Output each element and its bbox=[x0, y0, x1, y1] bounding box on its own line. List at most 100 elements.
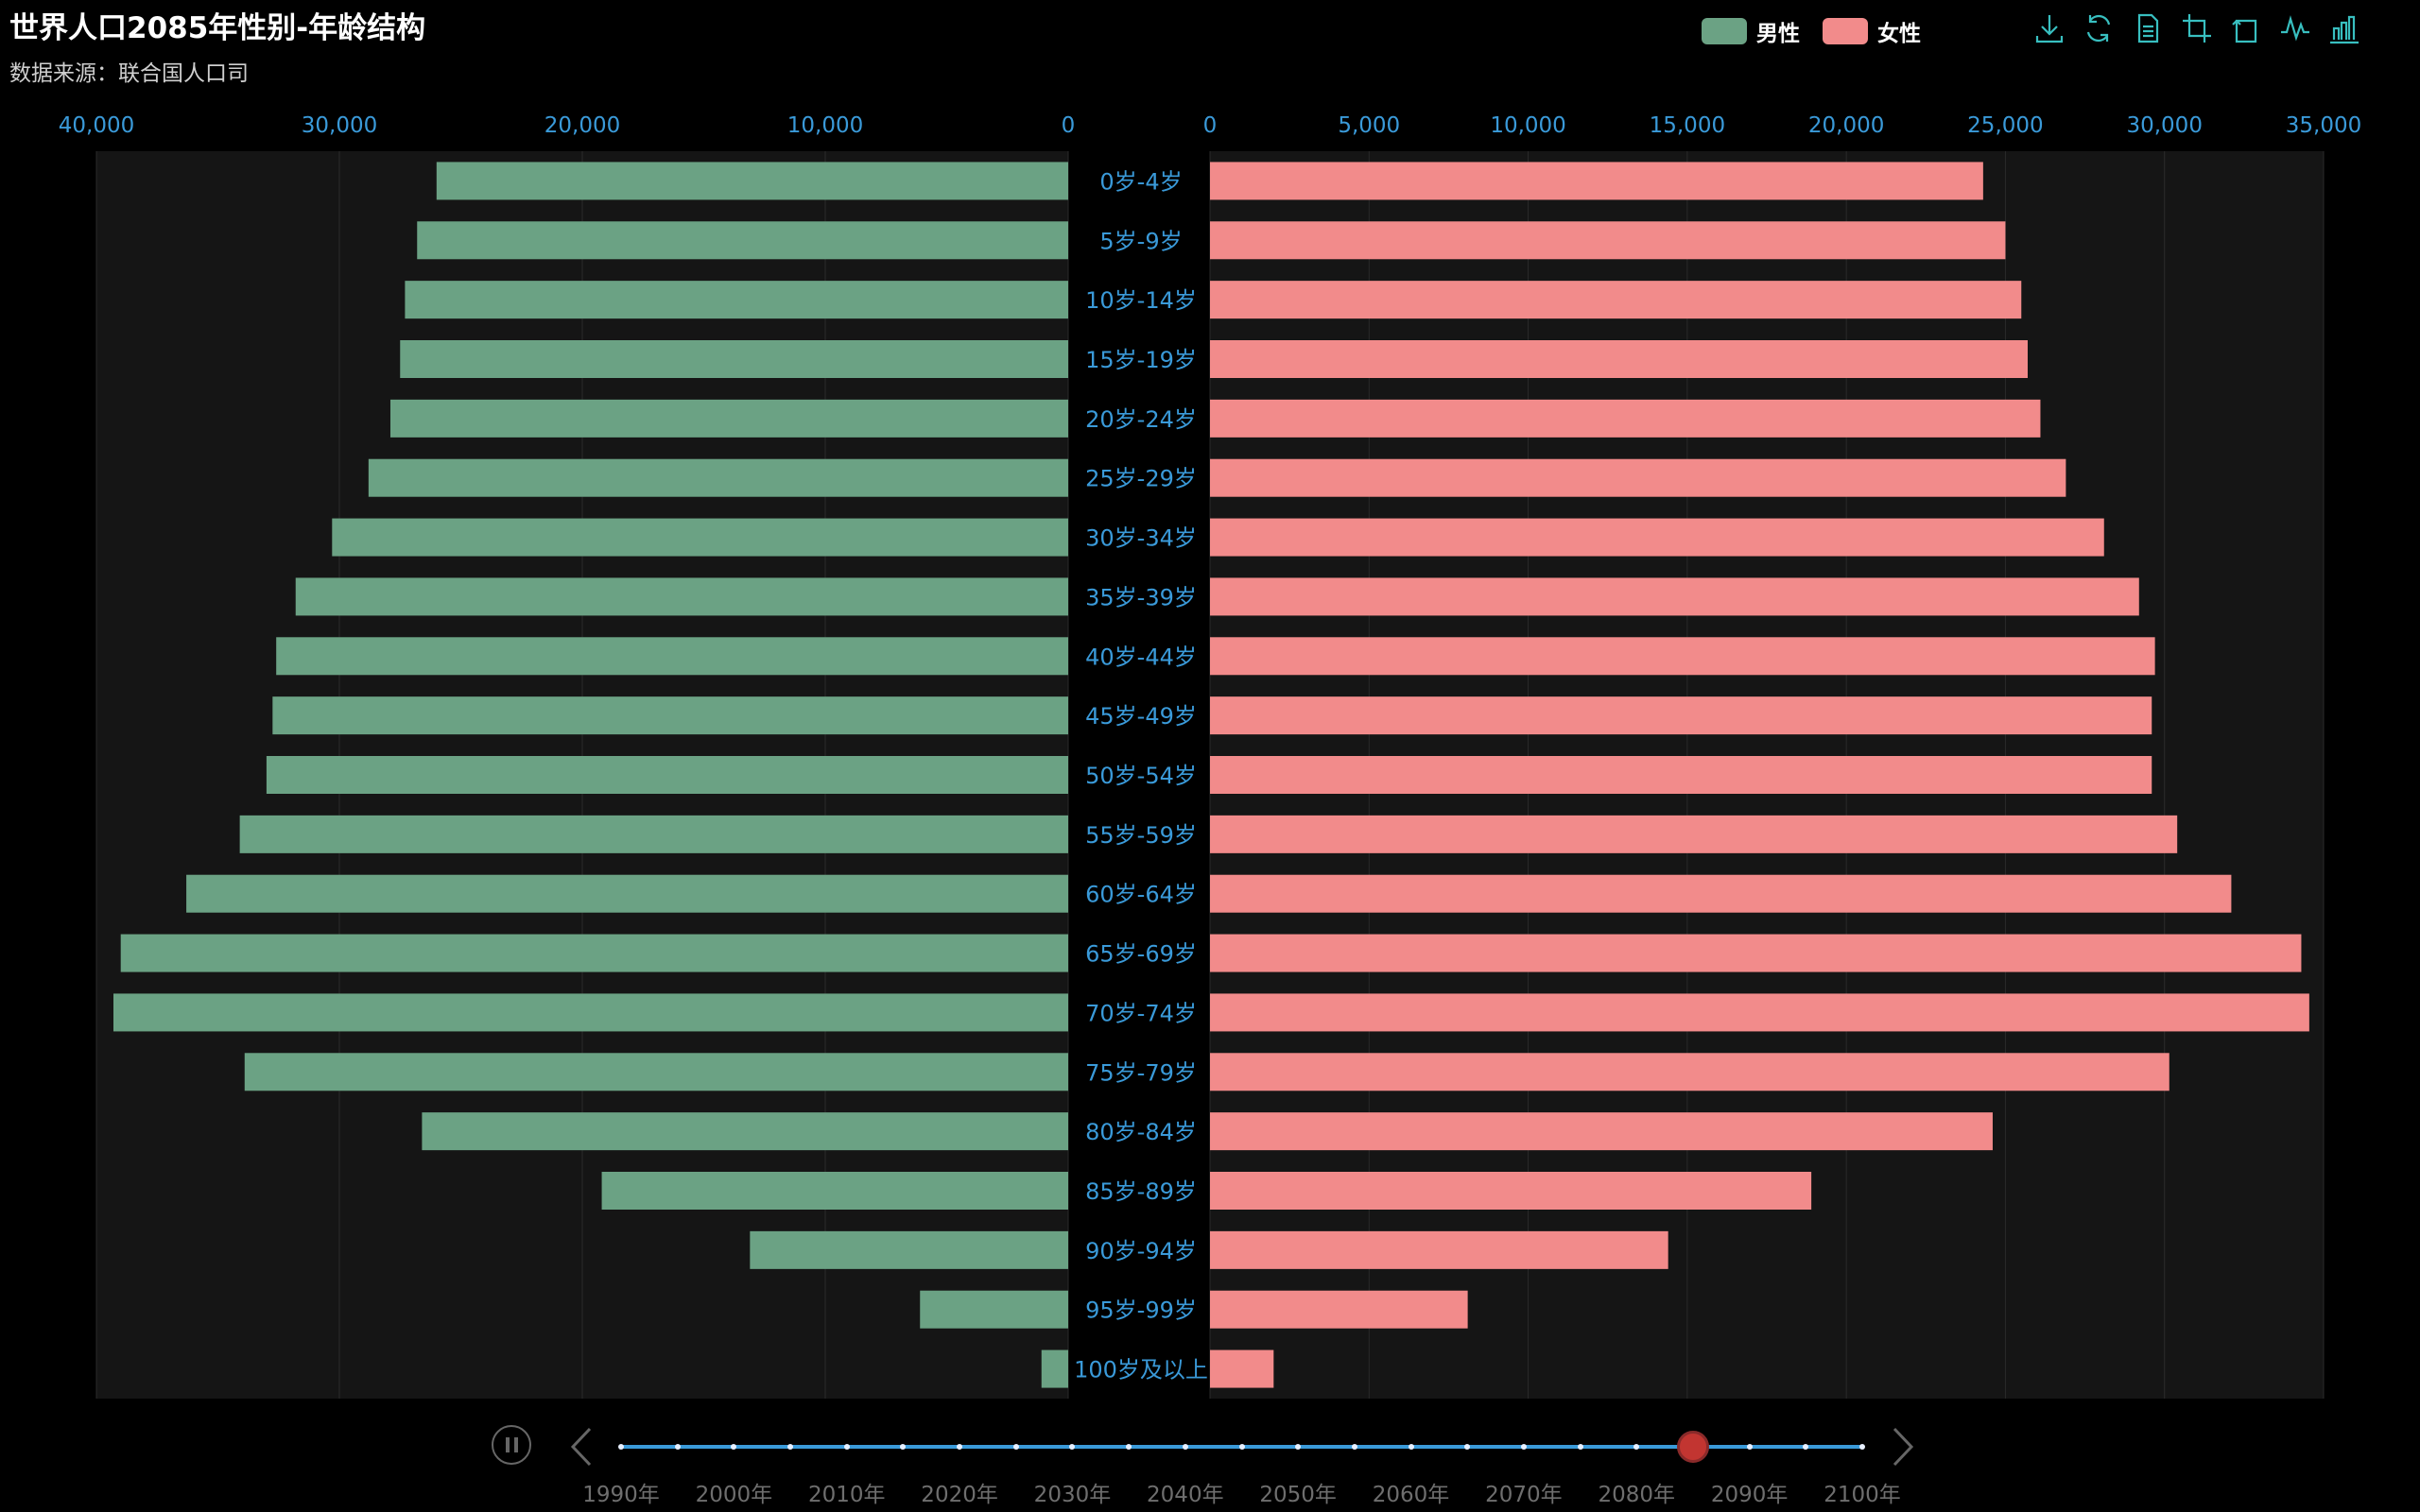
bar-female bbox=[1210, 458, 2066, 497]
timeline-tick[interactable] bbox=[1069, 1444, 1076, 1450]
timeline-label: 2090年 bbox=[1710, 1483, 1789, 1507]
timeline-tick[interactable] bbox=[843, 1444, 850, 1450]
category-label: 40岁-44岁 bbox=[1085, 644, 1197, 670]
next-button[interactable] bbox=[1889, 1427, 1917, 1467]
right-axis-tick-label: 0 bbox=[1203, 113, 1218, 138]
legend-item-male[interactable]: 男性 bbox=[1702, 15, 1800, 47]
timeline-label: 2060年 bbox=[1372, 1483, 1450, 1507]
bar-female bbox=[1210, 518, 2104, 557]
timeline-tick[interactable] bbox=[1746, 1444, 1753, 1450]
category-label: 30岁-34岁 bbox=[1085, 525, 1197, 552]
timeline-tick[interactable] bbox=[1577, 1444, 1583, 1450]
bar-male bbox=[750, 1230, 1068, 1269]
timeline-tick[interactable] bbox=[957, 1444, 963, 1450]
timeline-tick[interactable] bbox=[787, 1444, 794, 1450]
timeline-tick[interactable] bbox=[731, 1444, 737, 1450]
data-view-icon[interactable] bbox=[2131, 11, 2165, 45]
bar-female bbox=[1210, 756, 2152, 794]
zoom-icon[interactable] bbox=[2180, 11, 2214, 45]
timeline-tick[interactable] bbox=[1464, 1444, 1471, 1450]
category-label: 75岁-79岁 bbox=[1085, 1059, 1197, 1086]
chart-title: 世界人口2085年性别-年龄结构 bbox=[9, 11, 426, 45]
timeline-tick[interactable] bbox=[1634, 1444, 1640, 1450]
timeline-tick[interactable] bbox=[1012, 1444, 1019, 1450]
timeline-tick[interactable] bbox=[1803, 1444, 1809, 1450]
legend-label-female: 女性 bbox=[1877, 22, 1921, 46]
category-label: 55岁-59岁 bbox=[1085, 822, 1197, 849]
refresh-icon[interactable] bbox=[2082, 11, 2116, 45]
prev-button[interactable] bbox=[567, 1427, 596, 1467]
bar-female bbox=[1210, 874, 2232, 913]
timeline-tick[interactable] bbox=[1238, 1444, 1245, 1450]
legend-swatch-male bbox=[1702, 18, 1747, 44]
bar-male bbox=[400, 340, 1068, 378]
bar-female bbox=[1210, 340, 2028, 378]
chevron-right-icon bbox=[1893, 1427, 1914, 1467]
timeline-tick[interactable] bbox=[618, 1444, 624, 1450]
timeline-tick[interactable] bbox=[1859, 1444, 1865, 1450]
timeline-tick[interactable] bbox=[1182, 1444, 1188, 1450]
bar-female bbox=[1210, 399, 2041, 438]
timeline-tick[interactable] bbox=[674, 1444, 681, 1450]
bar-male bbox=[266, 756, 1068, 794]
left-axis-tick-label: 30,000 bbox=[302, 113, 377, 138]
pause-icon bbox=[506, 1437, 510, 1452]
legend-item-female[interactable]: 女性 bbox=[1823, 15, 1921, 47]
bar-male bbox=[276, 637, 1068, 676]
right-axis-tick-label: 15,000 bbox=[1650, 113, 1725, 138]
timeline-tick[interactable] bbox=[1351, 1444, 1357, 1450]
category-label: 95岁-99岁 bbox=[1085, 1297, 1197, 1324]
bar-female bbox=[1210, 221, 2006, 260]
category-label: 0岁-4岁 bbox=[1099, 168, 1182, 195]
timeline-label: 2070年 bbox=[1485, 1483, 1563, 1507]
bar-female bbox=[1210, 637, 2155, 676]
category-label: 25岁-29岁 bbox=[1085, 466, 1197, 492]
bar-male bbox=[417, 221, 1068, 260]
download-icon[interactable] bbox=[2032, 11, 2066, 45]
timeline-label: 2050年 bbox=[1259, 1483, 1337, 1507]
category-label: 50岁-54岁 bbox=[1085, 763, 1197, 789]
bar-female bbox=[1210, 1172, 1812, 1210]
category-label: 60岁-64岁 bbox=[1085, 882, 1197, 908]
right-axis-tick-label: 35,000 bbox=[2286, 113, 2361, 138]
bar-female bbox=[1210, 162, 1983, 200]
timeline-tick[interactable] bbox=[1126, 1444, 1132, 1450]
line-chart-icon[interactable] bbox=[2278, 11, 2312, 45]
bar-female bbox=[1210, 577, 2139, 616]
bar-male bbox=[239, 815, 1068, 853]
chevron-left-icon bbox=[570, 1427, 592, 1467]
bar-female bbox=[1210, 281, 2022, 319]
bar-female bbox=[1210, 815, 2178, 853]
category-label: 10岁-14岁 bbox=[1085, 287, 1197, 314]
zoom-reset-icon[interactable] bbox=[2229, 11, 2263, 45]
timeline-tick[interactable] bbox=[1520, 1444, 1527, 1450]
timeline-tick[interactable] bbox=[1408, 1444, 1414, 1450]
category-label: 70岁-74岁 bbox=[1085, 1000, 1197, 1026]
bar-female bbox=[1210, 1290, 1468, 1329]
timeline-tick[interactable] bbox=[900, 1444, 907, 1450]
right-axis-tick-label: 20,000 bbox=[1808, 113, 1884, 138]
bar-male bbox=[295, 577, 1068, 616]
category-label: 45岁-49岁 bbox=[1085, 703, 1197, 730]
bar-female bbox=[1210, 993, 2309, 1032]
right-axis-tick-label: 5,000 bbox=[1338, 113, 1400, 138]
bar-male bbox=[120, 934, 1068, 972]
left-axis-tick-label: 0 bbox=[1062, 113, 1076, 138]
bar-male bbox=[368, 458, 1069, 497]
timeline-tick[interactable] bbox=[1295, 1444, 1302, 1450]
category-label: 65岁-69岁 bbox=[1085, 941, 1197, 968]
bar-chart-icon[interactable] bbox=[2327, 11, 2361, 45]
category-label: 80岁-84岁 bbox=[1085, 1119, 1197, 1145]
bar-female bbox=[1210, 696, 2152, 735]
bar-female bbox=[1210, 1053, 2169, 1091]
play-pause-button[interactable] bbox=[492, 1425, 531, 1465]
bar-male bbox=[1041, 1349, 1068, 1388]
timeline-label: 2100年 bbox=[1824, 1483, 1901, 1507]
category-label: 90岁-94岁 bbox=[1085, 1238, 1197, 1264]
bar-male bbox=[332, 518, 1068, 557]
legend-swatch-female bbox=[1823, 18, 1868, 44]
category-label: 85岁-89岁 bbox=[1085, 1178, 1197, 1205]
timeline-current-marker[interactable] bbox=[1676, 1431, 1709, 1463]
